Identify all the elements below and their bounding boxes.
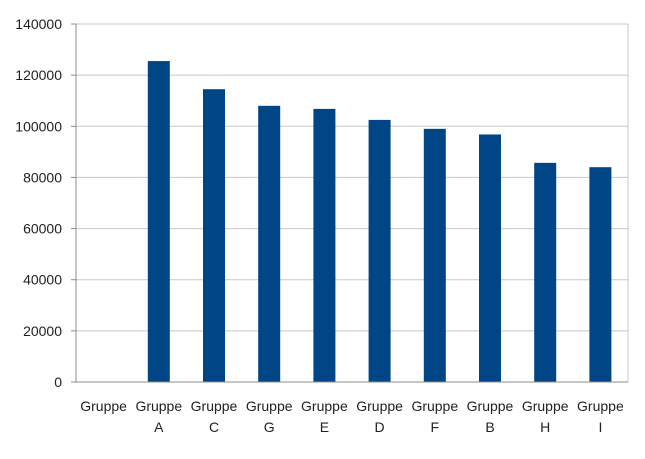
y-tick-label: 140000	[15, 16, 62, 32]
x-tick-label: Gruppe	[577, 398, 624, 414]
x-tick-label: Gruppe	[135, 398, 182, 414]
y-tick-label: 100000	[15, 118, 62, 134]
x-tick-label: F	[431, 419, 440, 435]
x-tick-label: H	[540, 419, 550, 435]
y-tick-label: 120000	[15, 67, 62, 83]
bar	[203, 89, 225, 382]
x-tick-label: Gruppe	[356, 398, 403, 414]
x-tick-label: Gruppe	[467, 398, 514, 414]
x-tick-label: Gruppe	[191, 398, 238, 414]
x-tick-label: G	[264, 419, 275, 435]
bar	[147, 61, 170, 382]
bars	[147, 61, 612, 383]
x-tick-label: Gruppe	[411, 398, 458, 414]
y-tick-label: 40000	[23, 272, 62, 288]
x-tick-label: C	[209, 419, 219, 435]
x-tick-label: D	[375, 419, 385, 435]
bar	[589, 167, 612, 382]
bar	[313, 108, 336, 382]
x-tick-label: B	[485, 419, 494, 435]
x-tick-label: E	[320, 419, 329, 435]
x-axis-tick-labels: Gruppe Gruppe A Gruppe C Gruppe G Gruppe E Gruppe…	[80, 398, 624, 435]
bar	[368, 119, 391, 383]
bar	[423, 128, 446, 382]
y-tick-label: 0	[54, 374, 62, 390]
x-tick-label: Gruppe	[80, 398, 127, 414]
x-tick-label: I	[598, 419, 602, 435]
bar	[534, 162, 557, 382]
axes	[71, 23, 629, 383]
x-tick-label: Gruppe	[301, 398, 348, 414]
x-tick-label: A	[154, 419, 164, 435]
bar	[258, 105, 281, 382]
bar	[479, 134, 501, 382]
x-tick-label: Gruppe	[522, 398, 569, 414]
y-tick-label: 80000	[23, 169, 62, 185]
x-tick-label: Gruppe	[246, 398, 293, 414]
y-axis-tick-labels: 0 20000 40000 60000 80000 100000 120000 140000	[15, 16, 62, 390]
y-tick-label: 60000	[23, 221, 62, 237]
y-tick-label: 20000	[23, 323, 62, 339]
